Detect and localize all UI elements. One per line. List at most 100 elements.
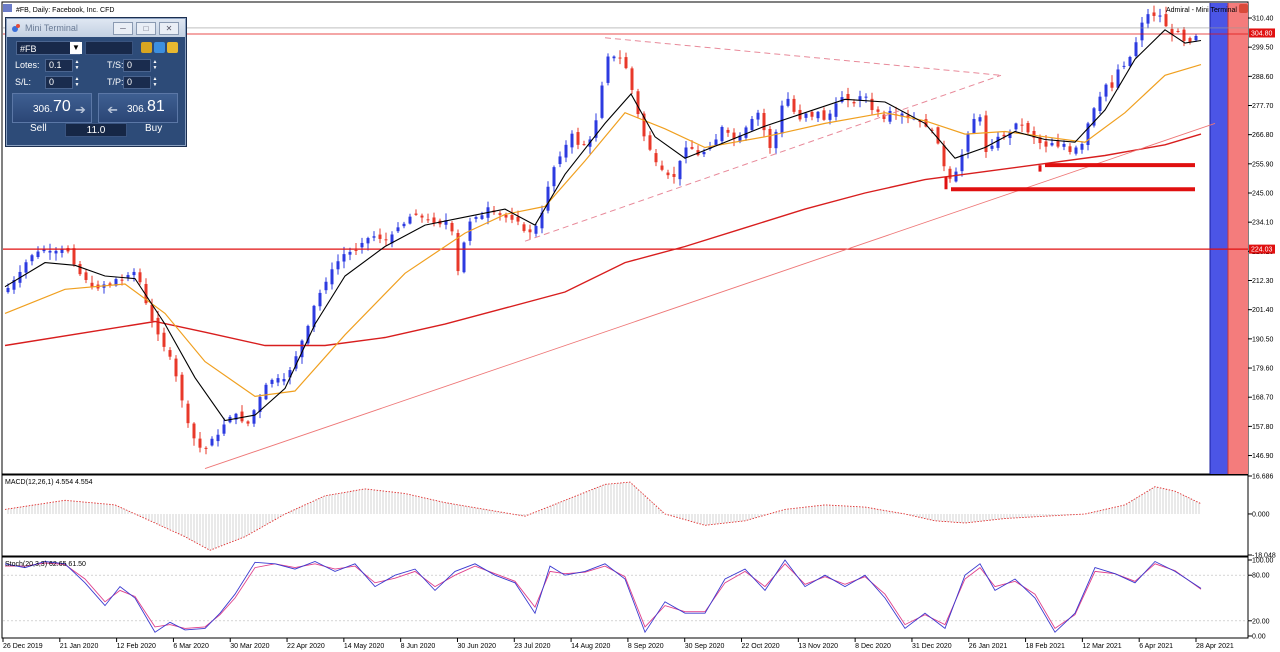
candle-body xyxy=(1050,143,1054,146)
tp-input[interactable]: 0 xyxy=(123,76,151,89)
candle-body xyxy=(690,147,694,149)
candle-body xyxy=(48,250,52,253)
candle-body xyxy=(618,57,622,59)
candle-body xyxy=(84,272,88,280)
candle-body xyxy=(684,147,688,158)
tp-label: T/P: xyxy=(107,77,124,87)
candle-body xyxy=(510,214,514,220)
candle-body xyxy=(966,134,970,152)
candle-body xyxy=(78,264,82,275)
restore-icon[interactable]: □ xyxy=(136,22,156,35)
candle-body xyxy=(306,325,310,344)
candle-body xyxy=(1014,123,1018,130)
candles-layer xyxy=(6,5,1198,455)
candle-body xyxy=(522,224,526,231)
candle-body xyxy=(300,340,304,358)
candle-body xyxy=(756,112,760,120)
candle-body xyxy=(1176,30,1180,32)
candle-body xyxy=(594,120,598,138)
candle-body xyxy=(738,135,742,142)
candle-body xyxy=(1110,82,1114,88)
candle-body xyxy=(384,239,388,241)
candle-body xyxy=(792,98,796,112)
candle-body xyxy=(864,96,868,98)
candle-body xyxy=(258,396,262,413)
candle-body xyxy=(996,136,1000,148)
chart-title: #FB, Daily: Facebook, Inc. CFD xyxy=(16,7,114,14)
candle-body xyxy=(546,186,550,211)
date-tick-label: 26 Jan 2021 xyxy=(969,643,1008,650)
chevron-down-icon[interactable]: ▼ xyxy=(70,42,82,54)
candle-body xyxy=(990,145,994,149)
candle-body xyxy=(54,250,58,254)
candle-body xyxy=(60,249,64,253)
candle-body xyxy=(198,438,202,448)
terminal-logo-icon xyxy=(12,24,20,32)
candle-body xyxy=(408,216,412,224)
sell-price-button[interactable]: 306. 70 ➔ xyxy=(12,93,92,123)
ts-stepper[interactable]: ▲ ▼ xyxy=(152,59,158,71)
close-icon[interactable]: ✕ xyxy=(159,22,179,35)
ts-input[interactable]: 0 xyxy=(123,59,151,72)
sell-button[interactable]: Sell xyxy=(30,123,47,134)
price-tick-label: 190.50 xyxy=(1252,336,1274,343)
candle-body xyxy=(360,242,364,248)
candle-body xyxy=(1122,65,1126,67)
mini-terminal[interactable]: Mini Terminal ─ □ ✕ #FB ▼ Lotes: 0.1 ▲ ▼ … xyxy=(6,18,186,146)
lots-label: Lotes: xyxy=(15,60,40,70)
date-tick-label: 14 Aug 2020 xyxy=(571,643,610,650)
candle-body xyxy=(1020,124,1024,126)
candle-body xyxy=(816,111,820,119)
candle-body xyxy=(666,172,670,176)
candle-body xyxy=(426,219,430,221)
price-tag xyxy=(1249,244,1275,254)
candle-body xyxy=(240,411,244,422)
candle-body xyxy=(1062,143,1066,147)
candle-body xyxy=(150,304,154,322)
candle-body xyxy=(474,217,478,219)
price-tick-label: 310.40 xyxy=(1252,15,1274,22)
date-tick-label: 28 Apr 2021 xyxy=(1196,643,1234,650)
candle-body xyxy=(972,118,976,134)
minimize-icon[interactable]: ─ xyxy=(113,22,133,35)
sl-stepper[interactable]: ▲ ▼ xyxy=(74,76,80,88)
candle-body xyxy=(1146,14,1150,24)
macd-layer: 16.686 0.000 -18.048 xyxy=(4,474,1276,560)
candle-body xyxy=(582,144,586,146)
candle-body xyxy=(924,119,928,127)
candle-body xyxy=(414,213,418,215)
info-icon[interactable] xyxy=(154,42,165,53)
candle-body xyxy=(324,281,328,291)
macd-panel-frame xyxy=(1,474,1249,557)
price-tick-label: 288.60 xyxy=(1252,74,1274,81)
lots-input[interactable]: 0.1 xyxy=(45,59,73,72)
lots-stepper[interactable]: ▲ ▼ xyxy=(74,59,80,71)
ts-label: T/S: xyxy=(107,60,124,70)
axis-layer: 310.40 299.50 288.60 277.70 266.80 255.90 245.… xyxy=(2,15,1275,650)
buy-price-button[interactable]: ➔ 306. 81 xyxy=(98,93,178,123)
buy-button[interactable]: Buy xyxy=(145,123,163,134)
date-tick-label: 18 Feb 2021 xyxy=(1026,643,1065,650)
volume-input[interactable]: 11.0 xyxy=(65,123,127,137)
tp-stepper[interactable]: ▲ ▼ xyxy=(152,76,158,88)
date-tick-label: 22 Apr 2020 xyxy=(287,643,325,650)
candle-body xyxy=(30,255,34,262)
candle-body xyxy=(222,424,226,434)
candle-body xyxy=(1170,28,1174,35)
sl-input[interactable]: 0 xyxy=(45,76,73,89)
candle-body xyxy=(642,113,646,137)
chart-icon xyxy=(3,4,12,12)
settings-icon[interactable] xyxy=(167,42,178,53)
price-tick-label: 157.80 xyxy=(1252,424,1274,431)
candle-body xyxy=(312,305,316,328)
lock-icon[interactable] xyxy=(141,42,152,53)
candle-body xyxy=(378,234,382,239)
candle-body xyxy=(186,403,190,424)
candle-body xyxy=(1002,134,1006,137)
candle-body xyxy=(1182,29,1186,41)
candle-body xyxy=(768,128,772,148)
candle-body xyxy=(90,282,94,288)
candle-body xyxy=(882,114,886,119)
mini-terminal-titlebar[interactable]: Mini Terminal ─ □ ✕ xyxy=(7,19,185,37)
